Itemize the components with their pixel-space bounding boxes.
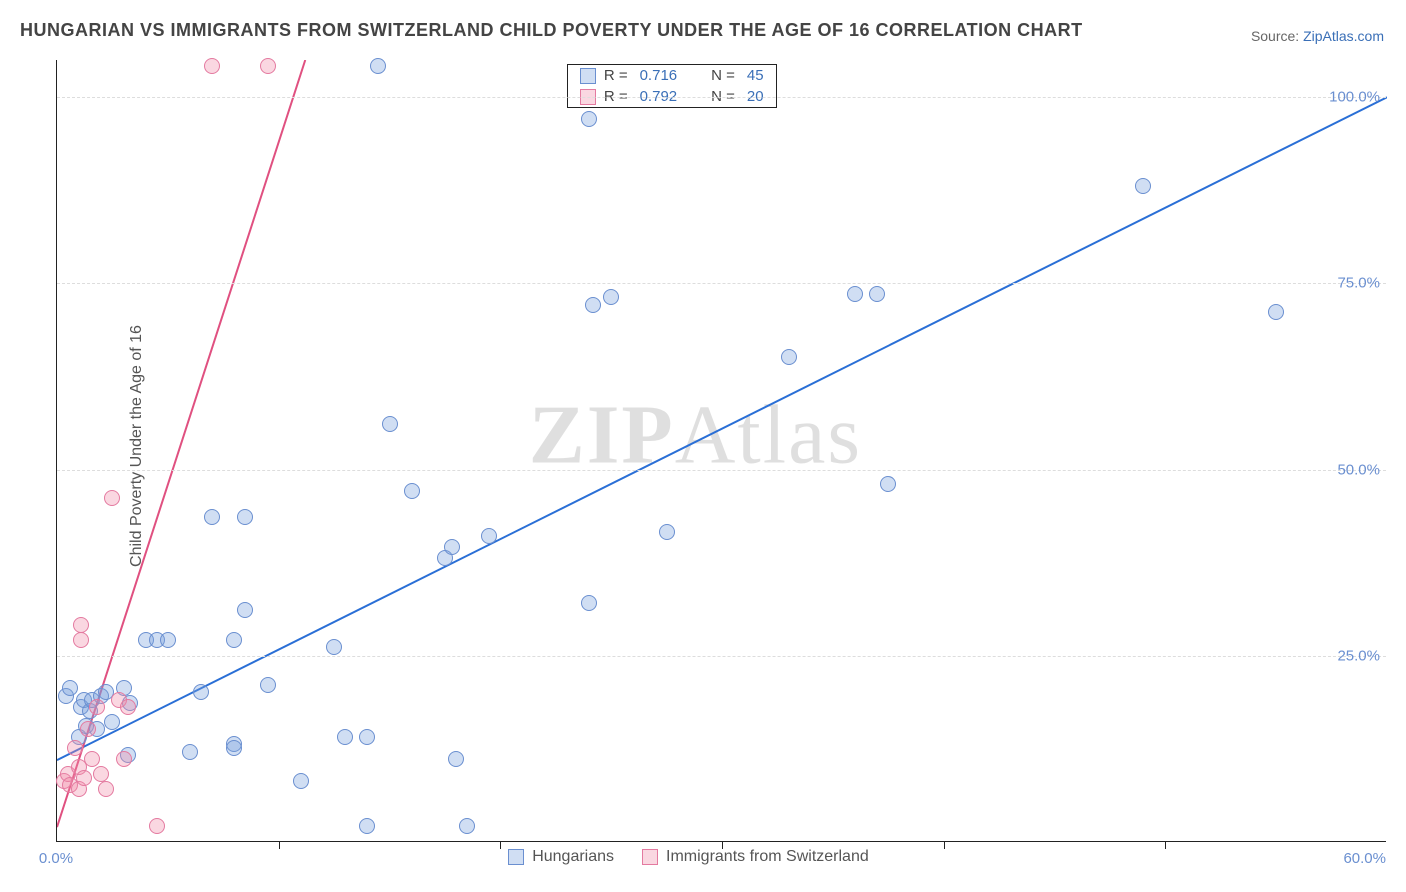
legend-swatch [508,849,524,865]
correlation-legend-row: R = 0.716 N = 45 [568,65,776,86]
data-point [193,684,209,700]
data-point [581,111,597,127]
chart-title: HUNGARIAN VS IMMIGRANTS FROM SWITZERLAND… [20,20,1083,41]
x-minor-tick [500,841,501,849]
data-point [89,699,105,715]
data-point [84,751,100,767]
watermark-bold: ZIP [529,389,675,482]
series-name: Immigrants from Switzerland [666,848,869,866]
data-point [149,818,165,834]
data-point [116,751,132,767]
data-point [237,602,253,618]
data-point [581,595,597,611]
r-label: R = [604,67,628,84]
trend-lines-layer [57,60,1387,842]
data-point [1268,304,1284,320]
series-legend-item: Hungarians [508,848,614,866]
data-point [444,539,460,555]
data-point [359,818,375,834]
watermark-rest: Atlas [675,389,862,482]
data-point [459,818,475,834]
data-point [404,483,420,499]
data-point [481,528,497,544]
data-point [104,714,120,730]
r-value: 0.716 [640,67,678,84]
data-point [781,349,797,365]
x-tick-label: 60.0% [1343,850,1386,867]
data-point [73,617,89,633]
series-legend-item: Immigrants from Switzerland [642,848,869,866]
plot-area: ZIPAtlas R =0.716N =45R =0.792N =20 25.0… [56,60,1386,842]
y-tick-label: 75.0% [1337,275,1380,292]
data-point [326,639,342,655]
data-point [260,677,276,693]
correlation-legend: R =0.716N =45R =0.792N =20 [567,64,777,108]
data-point [93,766,109,782]
source-line: Source: ZipAtlas.com [1251,28,1384,44]
data-point [237,509,253,525]
data-point [659,524,675,540]
data-point [1135,178,1151,194]
trend-line [57,97,1387,760]
gridline-h [57,656,1386,657]
data-point [359,729,375,745]
data-point [847,286,863,302]
n-value: 45 [747,67,764,84]
data-point [370,58,386,74]
x-minor-tick [944,841,945,849]
gridline-h [57,97,1386,98]
data-point [337,729,353,745]
data-point [160,632,176,648]
data-point [226,632,242,648]
data-point [880,476,896,492]
n-label: N = [711,67,735,84]
data-point [204,509,220,525]
x-minor-tick [279,841,280,849]
data-point [62,680,78,696]
legend-swatch [580,68,596,84]
data-point [80,721,96,737]
data-point [585,297,601,313]
source-link[interactable]: ZipAtlas.com [1303,28,1384,44]
data-point [603,289,619,305]
data-point [67,740,83,756]
source-prefix: Source: [1251,28,1303,44]
x-minor-tick [1165,841,1166,849]
data-point [448,751,464,767]
x-tick-label: 0.0% [39,850,73,867]
y-tick-label: 50.0% [1337,461,1380,478]
y-tick-label: 25.0% [1337,647,1380,664]
data-point [382,416,398,432]
data-point [98,781,114,797]
data-point [76,770,92,786]
y-tick-label: 100.0% [1329,89,1380,106]
data-point [104,490,120,506]
gridline-h [57,470,1386,471]
data-point [260,58,276,74]
data-point [226,740,242,756]
data-point [120,699,136,715]
data-point [182,744,198,760]
legend-swatch [642,849,658,865]
series-legend: Hungarians Immigrants from Switzerland [508,848,869,866]
data-point [293,773,309,789]
gridline-h [57,283,1386,284]
data-point [204,58,220,74]
series-name: Hungarians [532,848,614,866]
data-point [73,632,89,648]
data-point [869,286,885,302]
